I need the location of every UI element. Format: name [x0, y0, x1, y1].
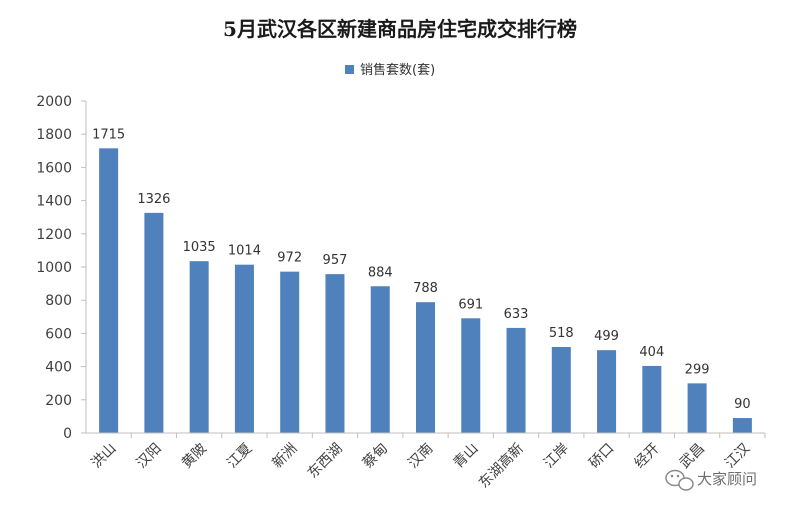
chart-title: 5月武汉各区新建商品房住宅成交排行榜 — [223, 17, 577, 41]
bar — [732, 418, 752, 433]
y-tick-label: 0 — [63, 426, 72, 442]
y-tick-label: 600 — [45, 326, 72, 342]
x-tick-label: 黄陂 — [178, 440, 210, 472]
y-tick-label: 1800 — [36, 127, 72, 143]
watermark-text: 大家顾问 — [697, 470, 757, 488]
x-tick-label: 经开 — [632, 441, 663, 472]
y-tick-label: 1400 — [36, 194, 72, 210]
bar — [280, 271, 300, 433]
bar — [144, 212, 164, 433]
data-label: 633 — [504, 307, 529, 322]
bar — [506, 327, 526, 433]
data-label: 884 — [368, 265, 393, 280]
data-label: 499 — [594, 329, 619, 344]
data-labels: 1715 1326 1035 1014 972 957 884 788 691 633 518 499… — [92, 127, 751, 412]
x-tick-label: 江夏 — [224, 441, 255, 472]
x-tick-label: 洪山 — [88, 441, 119, 472]
data-label: 691 — [458, 297, 483, 312]
y-axis: 0 200 400 600 800 1000 1200 1400 1600 1800 2000 — [36, 94, 87, 442]
bar — [597, 350, 617, 433]
data-label: 518 — [549, 326, 574, 341]
bar — [189, 261, 209, 433]
bar — [687, 383, 707, 433]
legend-swatch — [345, 65, 354, 74]
x-tick-label: 武昌 — [677, 441, 708, 472]
legend: 销售套数(套) — [345, 62, 435, 78]
watermark: 大家顾问 — [665, 469, 757, 491]
data-label: 972 — [277, 251, 302, 266]
y-tick-label: 800 — [45, 293, 72, 309]
x-tick-label: 东西湖 — [305, 441, 346, 482]
data-label: 788 — [413, 281, 438, 296]
bar — [234, 264, 254, 433]
bars — [99, 148, 752, 433]
x-tick-label: 汉阳 — [134, 441, 165, 472]
bar — [461, 318, 481, 433]
x-tick-label: 硚口 — [586, 441, 617, 472]
bar — [415, 302, 436, 433]
data-label: 299 — [685, 362, 710, 377]
x-tick-label: 东湖高新 — [475, 440, 527, 492]
y-tick-label: 2000 — [36, 94, 72, 110]
legend-label: 销售套数(套) — [360, 62, 435, 78]
x-tick-label: 汉南 — [405, 441, 436, 472]
x-tick-label: 蔡甸 — [360, 441, 391, 472]
data-label: 1715 — [92, 127, 125, 142]
bar — [325, 274, 345, 433]
data-label: 90 — [734, 397, 751, 412]
wechat-icon — [665, 469, 694, 491]
data-label: 1014 — [228, 244, 261, 259]
x-tick-label: 江汉 — [722, 441, 753, 472]
x-tick-label: 新洲 — [269, 441, 300, 472]
x-tick-label: 青山 — [450, 441, 481, 472]
x-tick-label: 江岸 — [541, 441, 572, 472]
data-label: 957 — [323, 253, 348, 268]
y-tick-label: 200 — [45, 393, 72, 409]
y-tick-label: 1200 — [36, 227, 72, 243]
bar — [642, 365, 662, 433]
bar — [370, 286, 390, 433]
data-label: 404 — [639, 345, 664, 360]
bar — [99, 148, 119, 433]
data-label: 1326 — [137, 192, 170, 207]
bar — [551, 347, 571, 433]
y-tick-label: 400 — [45, 360, 72, 376]
y-tick-label: 1000 — [36, 260, 72, 276]
y-tick-label: 1600 — [36, 160, 72, 176]
data-label: 1035 — [183, 240, 216, 255]
